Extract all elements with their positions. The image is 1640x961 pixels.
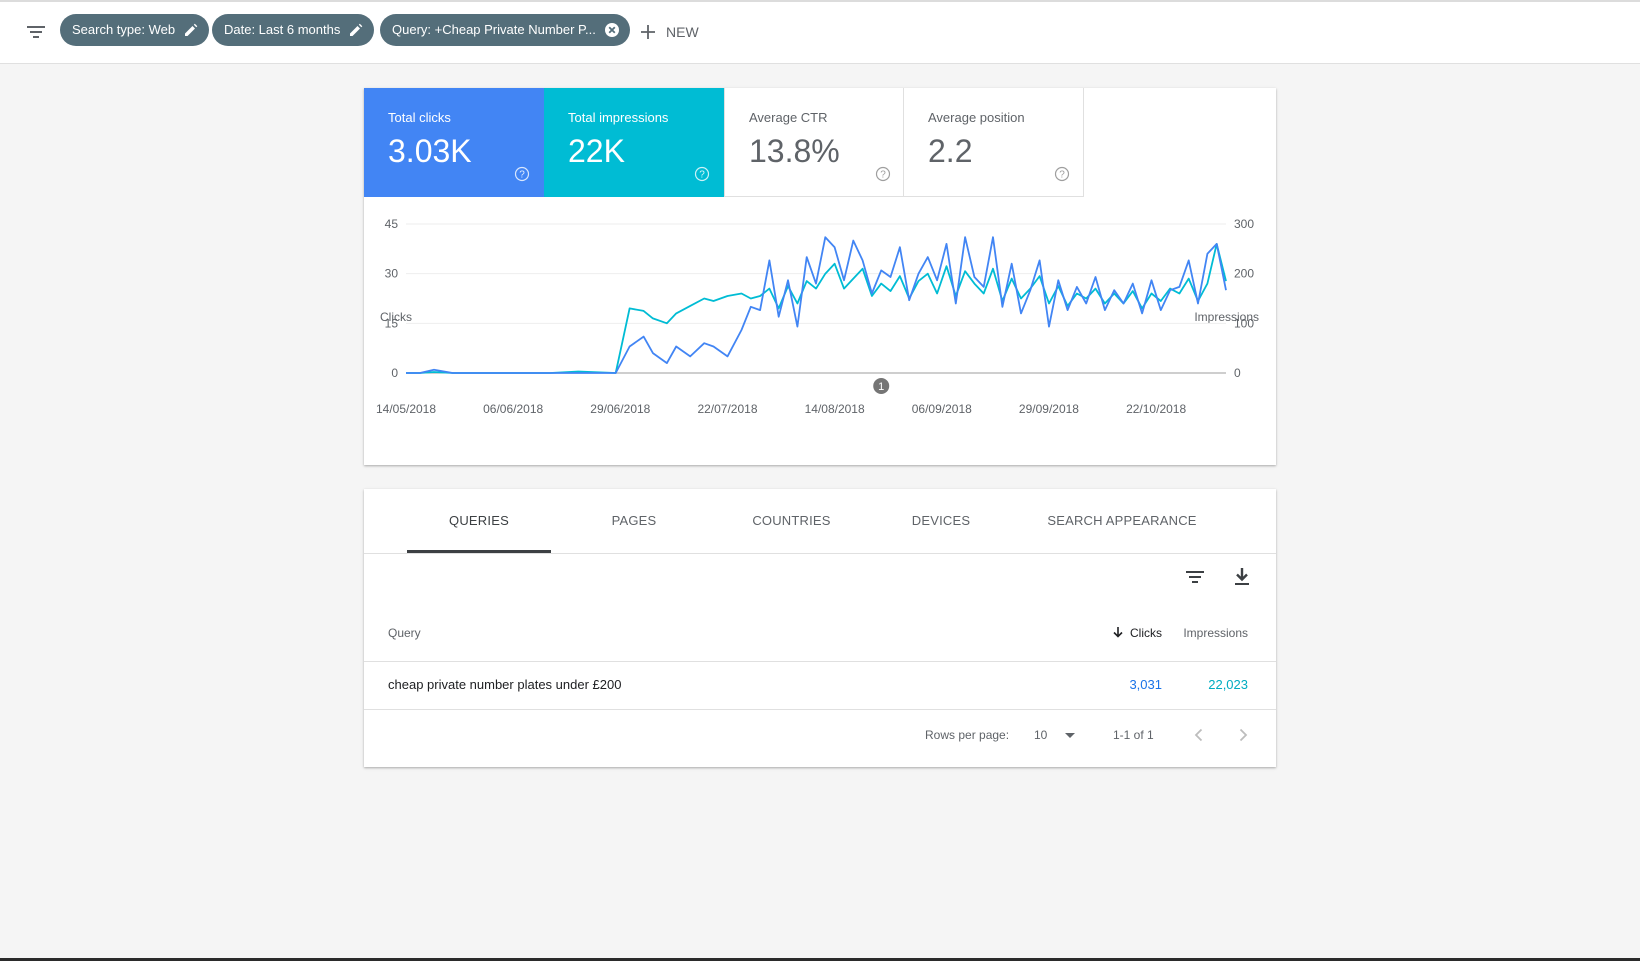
chart-y-label: Clicks [380,310,412,324]
new-filter-label: NEW [666,24,699,40]
sort-down-arrow-icon [1113,627,1123,638]
chart-x-tick-label: 14/05/2018 [376,402,436,416]
column-header-clicks-label: Clicks [1130,626,1162,640]
svg-text:?: ? [699,170,705,181]
chart-series-line-clicks [406,236,1227,374]
chart-y-tick-label: 0 [391,366,398,380]
plus-icon [641,25,655,39]
chart-x-tick-label: 29/06/2018 [590,402,650,416]
metric-average-ctr[interactable]: Average CTR 13.8% ? [724,88,904,197]
chart-y-tick-label: 30 [385,267,399,281]
metric-label: Average CTR [749,110,828,125]
previous-page-button[interactable] [1189,725,1209,745]
metric-total-impressions[interactable]: Total impressions 22K ? [544,88,724,197]
chart-x-tick-label: 22/10/2018 [1126,402,1186,416]
rows-per-page-label: Rows per page: [925,728,1010,742]
help-icon[interactable]: ? [1054,166,1070,182]
table-divider [364,661,1276,662]
metric-label: Total impressions [568,110,669,125]
help-icon[interactable]: ? [514,166,530,182]
metric-value: 13.8% [749,133,840,169]
column-header-impressions[interactable]: Impressions [1183,626,1248,640]
chip-label: Date: Last 6 months [224,22,341,37]
tab-search-appearance[interactable]: SEARCH APPEARANCE [1047,513,1197,528]
dropdown-arrow-icon [1064,733,1075,738]
chart-x-tick-label: 22/07/2018 [697,402,757,416]
download-icon [1235,568,1249,585]
edit-icon[interactable] [183,22,199,38]
chevron-left-icon [1194,728,1203,742]
metric-label: Total clicks [388,110,451,125]
new-filter-button[interactable]: NEW [640,18,699,46]
chart-svg: Clicks Impressions 45 30 15 0 300 200 100 0 14… [376,217,1259,416]
chart-y2-tick-label: 100 [1234,316,1254,330]
tab-queries[interactable]: QUERIES [449,513,509,528]
chip-label: Query: +Cheap Private Number P... [392,22,596,37]
chart-y2-label: Impressions [1194,310,1259,324]
report-table-card: QUERIES PAGES COUNTRIES DEVICES SEARCH A… [364,489,1276,767]
chart-annotation-label: 1 [878,381,884,393]
performance-card: Total clicks 3.03K ? Total impressions 2… [364,88,1276,465]
metric-value: 2.2 [928,133,973,169]
table-divider [364,709,1276,710]
tab-countries[interactable]: COUNTRIES [752,513,831,528]
metric-label: Average position [928,110,1025,125]
svg-text:?: ? [880,170,886,181]
chevron-right-icon [1239,728,1248,742]
tab-devices[interactable]: DEVICES [911,513,971,528]
report-tabs: QUERIES PAGES COUNTRIES DEVICES SEARCH A… [364,489,1276,554]
next-page-button[interactable] [1233,725,1253,745]
table-filter-button[interactable] [1183,565,1207,589]
filter-bar: Search type: Web Date: Last 6 months Que… [0,2,1640,64]
chart-x-tick-label: 29/09/2018 [1019,402,1079,416]
svg-text:?: ? [1059,170,1065,181]
svg-text:?: ? [519,170,525,181]
chart-series-line-impressions [406,243,1227,374]
cell-query[interactable]: cheap private number plates under £200 [388,677,622,692]
tab-pages[interactable]: PAGES [611,513,657,528]
chart-y2-tick-label: 300 [1234,217,1254,231]
metric-value: 3.03K [388,133,472,169]
download-button[interactable] [1230,565,1254,589]
chip-search-type[interactable]: Search type: Web [60,14,210,46]
chart-annotation-marker [873,378,890,394]
pagination-range: 1-1 of 1 [1113,728,1154,742]
chart-y2-tick-label: 200 [1234,267,1254,281]
cell-impressions: 22,023 [1208,677,1248,692]
chart-y-tick-label: 15 [385,316,399,330]
metric-value: 22K [568,133,625,169]
metric-total-clicks[interactable]: Total clicks 3.03K ? [364,88,544,197]
performance-chart: Clicks Impressions 45 30 15 0 300 200 100 0 14… [364,197,1276,465]
help-icon[interactable]: ? [694,166,710,182]
chart-x-tick-label: 06/06/2018 [483,402,543,416]
close-circle-icon[interactable] [604,22,620,38]
filter-icon[interactable] [26,22,46,42]
chip-query[interactable]: Query: +Cheap Private Number P... [380,14,630,46]
chip-label: Search type: Web [72,22,176,37]
chart-y2-tick-label: 0 [1234,366,1241,380]
column-header-clicks[interactable]: Clicks [1042,626,1162,640]
chip-date[interactable]: Date: Last 6 months [212,14,375,46]
edit-icon[interactable] [348,22,364,38]
chart-x-tick-label: 06/09/2018 [912,402,972,416]
filter-icon [1186,571,1204,583]
cell-clicks: 3,031 [1129,677,1162,692]
column-header-query[interactable]: Query [388,626,421,640]
rows-per-page-value: 10 [1034,728,1048,742]
chart-y-tick-label: 45 [385,217,399,231]
active-tab-indicator [407,550,551,553]
metric-average-position[interactable]: Average position 2.2 ? [904,88,1084,197]
help-icon[interactable]: ? [875,166,891,182]
rows-per-page-select[interactable]: 10 [1034,728,1080,742]
chart-x-tick-label: 14/08/2018 [805,402,865,416]
